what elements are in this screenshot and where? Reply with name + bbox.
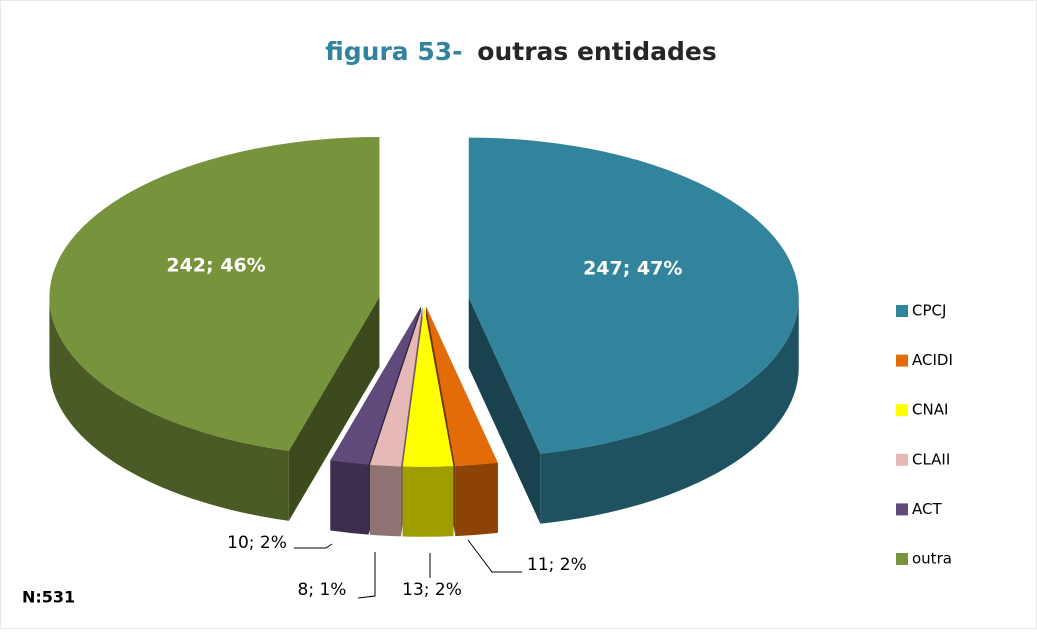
slice-wall bbox=[49, 296, 289, 521]
slice-wall bbox=[402, 466, 454, 537]
legend-swatch bbox=[896, 503, 908, 516]
legend-label: outra bbox=[912, 550, 952, 568]
legend-label: ACIDI bbox=[912, 351, 953, 369]
slice-wall bbox=[455, 462, 498, 537]
legend: CPCJ ACIDI CNAI CLAII ACT outra bbox=[896, 302, 953, 568]
legend-swatch bbox=[896, 453, 908, 466]
data-label: 247; 47% bbox=[583, 257, 682, 279]
slice bbox=[369, 306, 423, 467]
legend-swatch bbox=[896, 404, 908, 417]
slice bbox=[330, 306, 421, 465]
data-label: 242; 46% bbox=[166, 254, 265, 276]
leader-line bbox=[467, 539, 522, 573]
slice-wall bbox=[369, 464, 401, 537]
data-label: 8; 1% bbox=[298, 580, 347, 600]
legend-label: ACT bbox=[912, 500, 942, 518]
data-label: 11; 2% bbox=[527, 555, 587, 575]
pie: 247; 47% 11; 2% 13; 2% 8; 1% 10; 2% 242; 46% bbox=[49, 136, 799, 600]
chart-title: figura 53- outras entidades bbox=[325, 37, 717, 66]
leader-line bbox=[357, 552, 376, 599]
legend-swatch bbox=[896, 305, 908, 317]
slice bbox=[426, 306, 498, 467]
legend-swatch bbox=[896, 553, 908, 565]
slice-wall bbox=[540, 297, 799, 524]
slice-side bbox=[468, 297, 541, 524]
legend-label: CNAI bbox=[912, 401, 948, 419]
legend-swatch bbox=[896, 354, 908, 367]
data-label: 13; 2% bbox=[402, 580, 462, 600]
slice-wall bbox=[330, 460, 369, 535]
note: N:531 bbox=[22, 588, 75, 607]
legend-label: CPCJ bbox=[912, 302, 946, 320]
title-prefix: figura 53- bbox=[325, 37, 462, 66]
legend-label: CLAII bbox=[912, 450, 950, 468]
slice bbox=[402, 306, 454, 467]
slice bbox=[468, 137, 799, 454]
title-text: outras entidades bbox=[477, 37, 716, 66]
slice-side bbox=[288, 296, 380, 521]
leader-line bbox=[294, 543, 333, 549]
data-label: 10; 2% bbox=[227, 533, 287, 553]
slice bbox=[49, 136, 380, 451]
